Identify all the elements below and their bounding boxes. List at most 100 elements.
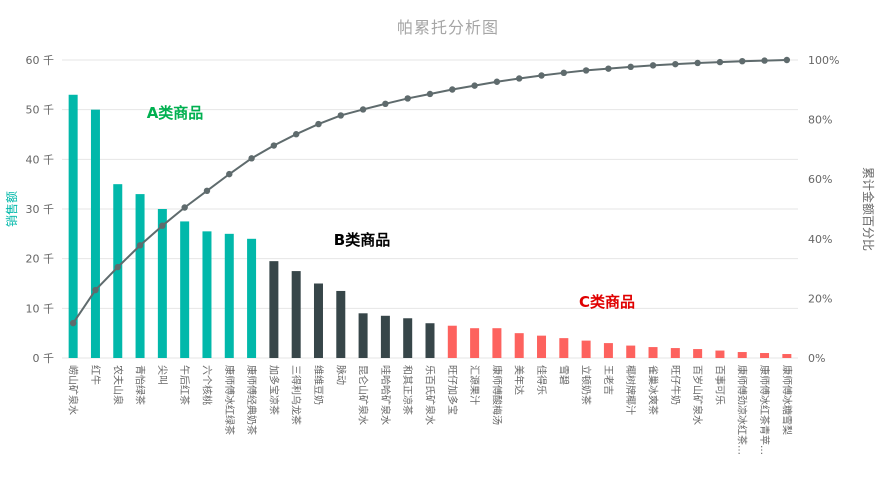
x-category-label: 农夫山泉	[111, 365, 124, 405]
x-category-label: 美年达	[513, 365, 526, 395]
bar-尖叫[interactable]	[157, 209, 167, 358]
x-category-label: 尖叫	[156, 365, 169, 385]
bar-康师傅冰糖雪梨[interactable]	[782, 354, 792, 358]
bar-美年达[interactable]	[514, 333, 524, 358]
annotation-B: B类商品	[334, 231, 390, 249]
cumulative-point	[114, 263, 121, 271]
bar-哇哈哈矿泉水[interactable]	[380, 315, 390, 358]
bar-农夫山泉[interactable]	[113, 184, 123, 358]
x-category-label: 雪碧	[557, 365, 569, 385]
cumulative-point	[337, 112, 344, 119]
y-left-tick-label: 40 千	[26, 153, 55, 166]
x-category-label: 哇哈哈矿泉水	[379, 365, 392, 425]
bar-青怡绿茶[interactable]	[135, 194, 145, 358]
x-category-label: 百岁山矿泉水	[691, 365, 704, 425]
x-category-label: 青怡绿茶	[134, 365, 147, 405]
x-category-label: 崂山矿泉水	[67, 365, 80, 415]
x-category-label: 百事可乐	[713, 365, 726, 405]
x-category-label: 康师傅酸梅汤	[490, 365, 503, 425]
x-category-label: 康师傅冰红绿茶	[223, 365, 236, 435]
x-category-label: 乐百氏矿泉水	[424, 365, 437, 425]
cumulative-point	[404, 95, 411, 102]
y-left-tick-label: 30 千	[26, 203, 55, 216]
bar-维维豆奶[interactable]	[313, 283, 323, 359]
bar-和其正凉茶[interactable]	[403, 318, 413, 358]
cumulative-point	[181, 204, 188, 211]
cumulative-point	[627, 63, 634, 71]
x-category-label: 康师傅冰红茶青苹…	[758, 365, 771, 455]
bar-加多宝凉茶[interactable]	[269, 261, 279, 358]
bar-红牛[interactable]	[90, 109, 100, 359]
cumulative-point	[739, 57, 746, 65]
annotation-C: C类商品	[579, 293, 635, 311]
bar-雀巢冰爽茶[interactable]	[648, 347, 658, 358]
cumulative-point	[159, 222, 166, 229]
bar-佳得乐[interactable]	[537, 335, 547, 358]
x-category-label: 脉动	[334, 365, 347, 385]
y-right-tick-label: 60%	[808, 173, 832, 186]
bar-旺仔牛奶[interactable]	[670, 348, 680, 358]
bar-康师傅经典奶茶[interactable]	[247, 238, 257, 358]
x-category-label: 康师傅经典奶茶	[245, 365, 258, 435]
x-category-label: 旺仔加多宝	[446, 365, 459, 415]
bar-康师傅酸梅汤[interactable]	[492, 328, 502, 358]
x-category-label: 康师傅冰糖雪梨	[780, 365, 793, 435]
y-left-tick-label: 50 千	[26, 104, 55, 117]
bar-康师傅冰红绿茶[interactable]	[224, 233, 234, 358]
left-axis-title: 销售额	[4, 191, 19, 227]
y-left-tick-label: 60 千	[26, 54, 55, 67]
x-category-label: 椰树牌椰汁	[624, 365, 637, 415]
bar-雪碧[interactable]	[559, 338, 569, 358]
bar-立顿奶茶[interactable]	[581, 340, 591, 358]
cumulative-point	[292, 131, 300, 138]
bar-百岁山矿泉水[interactable]	[693, 349, 703, 358]
bar-旺仔加多宝[interactable]	[447, 325, 457, 358]
cumulative-point	[270, 142, 278, 149]
bar-康师傅冰红茶青苹…[interactable]	[760, 353, 770, 358]
x-category-label: 加多宝凉茶	[267, 365, 280, 415]
bar-崂山矿泉水[interactable]	[68, 94, 78, 359]
bar-乐百氏矿泉水[interactable]	[425, 323, 435, 358]
right-axis-title: 累计金额百分比	[861, 167, 876, 251]
y-left-tick-label: 10 千	[26, 302, 55, 315]
y-right-tick-label: 100%	[808, 54, 839, 67]
bar-三得利乌龙茶[interactable]	[291, 271, 301, 358]
x-category-label: 午后红茶	[178, 365, 191, 405]
cumulative-point	[471, 82, 478, 89]
bar-午后红茶[interactable]	[180, 221, 190, 358]
bar-康师傅劲凉冰红茶…[interactable]	[737, 352, 747, 358]
x-category-label: 红牛	[89, 365, 102, 385]
bar-汇源果汁[interactable]	[470, 328, 480, 358]
cumulative-point	[426, 90, 434, 98]
x-category-label: 康师傅劲凉冰红茶…	[736, 365, 749, 455]
cumulative-point	[136, 242, 144, 249]
bar-脉动[interactable]	[336, 290, 346, 358]
y-left-tick-labels: 0 千 10 千 20 千 30 千 40 千 50 千 60 千	[26, 54, 55, 365]
cumulative-point	[538, 72, 545, 79]
chart-title: 帕累托分析图	[396, 18, 499, 37]
cumulative-point	[203, 187, 211, 195]
cumulative-point	[92, 286, 99, 294]
bar-百事可乐[interactable]	[715, 350, 725, 358]
cumulative-point	[761, 57, 768, 64]
cumulative-point	[493, 78, 501, 85]
cumulative-point	[560, 69, 568, 77]
cumulative-point	[716, 58, 724, 66]
cumulative-point	[672, 60, 679, 68]
cumulative-point	[359, 106, 367, 113]
x-category-label: 雀巢冰爽茶	[647, 365, 660, 415]
bar-王老吉[interactable]	[603, 343, 613, 358]
cumulative-point	[248, 155, 255, 162]
y-right-tick-label: 40%	[808, 233, 832, 246]
bar-椰树牌椰汁[interactable]	[626, 345, 636, 358]
x-category-label: 王老吉	[602, 365, 615, 395]
bar-昆仑山矿泉水[interactable]	[358, 313, 368, 358]
bar-六个核桃[interactable]	[202, 231, 212, 358]
x-category-label: 昆仑山矿泉水	[357, 365, 370, 425]
cumulative-point	[226, 170, 233, 178]
cumulative-point	[605, 65, 612, 72]
y-left-tick-label: 20 千	[26, 253, 55, 266]
y-right-tick-label: 80%	[808, 114, 832, 127]
x-category-label: 三得利乌龙茶	[290, 365, 303, 425]
